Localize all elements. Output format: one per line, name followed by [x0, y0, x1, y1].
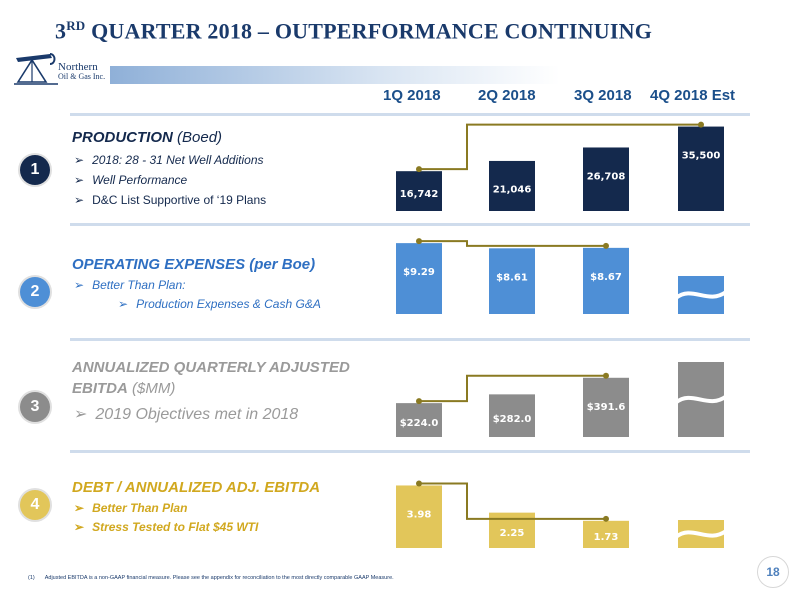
- separator-line: [70, 113, 750, 116]
- production-title: PRODUCTION (Boed): [72, 129, 223, 146]
- opex-connector-dot: [416, 238, 422, 245]
- production-bar: [489, 160, 535, 211]
- leverage-estimate-wave-icon: [674, 520, 728, 548]
- section-number-4: 4: [20, 490, 50, 520]
- leverage-bar: [583, 520, 629, 548]
- leverage-bar: [396, 485, 442, 548]
- pumpjack-logo-icon: [14, 53, 58, 86]
- production-bar-label: 26,708: [587, 171, 626, 182]
- ebitda-connector-dot: [603, 372, 609, 379]
- opex-estimate-wave-icon: [674, 276, 728, 314]
- logo-line1: Northern: [58, 61, 98, 73]
- production-bar-label: 21,046: [493, 184, 532, 195]
- production-bar: [583, 147, 629, 211]
- separator-line: [70, 338, 750, 341]
- ebitda-bar-label: $224.0: [400, 418, 439, 429]
- production-connector-dot: [698, 121, 704, 128]
- company-logo-text: Northern Oil & Gas Inc.: [58, 62, 105, 82]
- ebitda-bullet: ➢ 2019 Objectives met in 2018: [74, 406, 299, 423]
- leverage-connector-dot: [416, 480, 422, 487]
- page-number: 18: [757, 556, 789, 588]
- production-bar: [396, 171, 442, 211]
- ebitda-title-line2: EBITDA ($MM): [72, 380, 176, 397]
- ebitda-bar-label: $391.6: [587, 402, 626, 413]
- leverage-bar-label: 2.25: [500, 528, 525, 539]
- ebitda-title: ANNUALIZED QUARTERLY ADJUSTED: [72, 359, 350, 376]
- opex-connector-line: [419, 240, 606, 247]
- opex-bar: [583, 247, 629, 314]
- ebitda-connector-dot: [416, 398, 422, 405]
- leverage-bar-label: 3.98: [407, 509, 432, 520]
- opex-bar-label: $8.67: [590, 272, 622, 283]
- production-bullet: ➢ 2018: 28 - 31 Net Well Additions: [74, 153, 264, 167]
- opex-bar: [396, 243, 442, 314]
- leverage-connector-line: [419, 482, 606, 520]
- opex-connector-dot: [603, 242, 609, 249]
- opex-bar-label: $8.61: [496, 272, 528, 283]
- leverage-bullet: ➢ Stress Tested to Flat $45 WTI: [74, 520, 259, 534]
- section-number-3: 3: [20, 392, 50, 422]
- production-bullet: ➢ Well Performance: [74, 173, 188, 187]
- footnote: (1) Adjusted EBITDA is a non-GAAP financi…: [28, 575, 394, 581]
- opex-title: OPERATING EXPENSES (per Boe): [72, 256, 316, 273]
- logo-line2: Oil & Gas Inc.: [58, 72, 106, 81]
- production-connector-dot: [416, 166, 422, 173]
- opex-bar: [489, 248, 535, 314]
- production-bar-label: 35,500: [682, 151, 721, 162]
- ebitda-bar: [583, 377, 629, 437]
- leverage-bar-label: 1.73: [594, 532, 619, 543]
- leverage-title: DEBT / ANNUALIZED ADJ. EBITDA: [72, 479, 321, 496]
- section-number-1: 1: [20, 155, 50, 185]
- production-bar: [678, 126, 724, 211]
- opex-bar-label: $9.29: [403, 267, 435, 278]
- production-connector-line: [419, 123, 701, 171]
- ebitda-estimate-wave-icon: [674, 362, 728, 437]
- column-header-2q-2018: 2Q 2018: [478, 87, 536, 104]
- column-header-1q-2018: 1Q 2018: [383, 87, 441, 104]
- ebitda-bar: [396, 403, 442, 437]
- column-header-4q-2018-est: 4Q 2018 Est: [650, 87, 736, 104]
- production-bullet: ➢ D&C List Supportive of ‘19 Plans: [74, 193, 267, 207]
- header-banner: [110, 66, 560, 84]
- opex-sub-bullet: ➢ Production Expenses & Cash G&A: [118, 297, 321, 311]
- ebitda-bar: [489, 394, 535, 437]
- leverage-connector-dot: [603, 515, 609, 522]
- leverage-bullet: ➢ Better Than Plan: [74, 501, 188, 515]
- slide-title: 3RD QUARTER 2018 – OUTPERFORMANCE CONTIN…: [55, 18, 653, 44]
- separator-line: [70, 223, 750, 226]
- ebitda-bar-label: $282.0: [493, 414, 532, 425]
- production-bar-label: 16,742: [400, 189, 439, 200]
- opex-bullet: ➢ Better Than Plan:: [74, 278, 186, 292]
- ebitda-connector-line: [419, 374, 606, 403]
- separator-line: [70, 450, 750, 453]
- column-header-3q-2018: 3Q 2018: [574, 87, 632, 104]
- section-number-2: 2: [20, 277, 50, 307]
